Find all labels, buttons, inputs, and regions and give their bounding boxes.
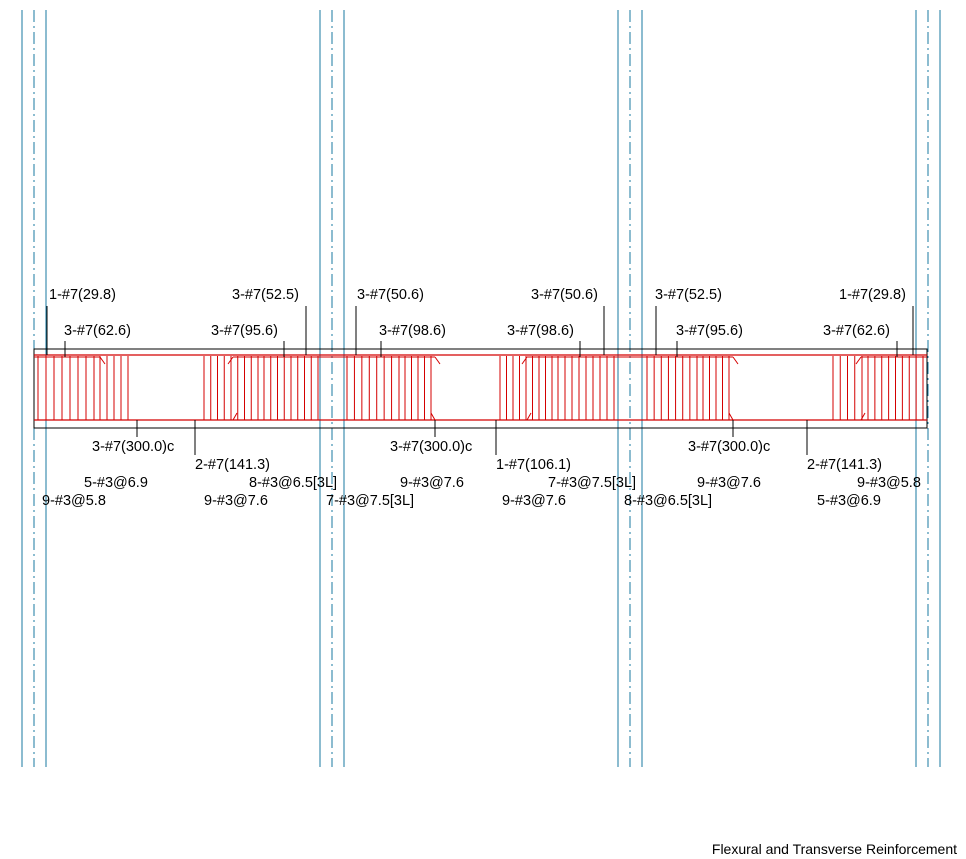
stirrup-label-row1-5: 9-#3@7.6 [697,475,761,491]
drawing-title: Flexural and Transverse Reinforcement [712,841,957,857]
bar-bend [732,356,739,365]
stirrup-label-row1-6: 9-#3@5.8 [857,475,921,491]
stirrup-label-row2-4: 9-#3@7.6 [502,493,566,509]
leader-lines [46,306,914,455]
bottom-extra-label-3: 2-#7(141.3) [807,457,882,473]
bar-bend [728,412,734,421]
bottom-extra-label-2: 1-#7(106.1) [496,457,571,473]
bar-bend [430,412,436,421]
top-bar-label-2: 3-#7(52.5) [232,287,299,303]
bar-bend [232,412,238,421]
stirrup-label-row2-1: 9-#3@5.8 [42,493,106,509]
bar-bend [526,412,532,421]
top-bar-label-5: 3-#7(52.5) [655,287,722,303]
support-bar-label-6: 3-#7(62.6) [823,323,890,339]
bar-bend [434,356,441,365]
support-bar-label-5: 3-#7(95.6) [676,323,743,339]
top-bar-label-1: 1-#7(29.8) [49,287,116,303]
support-bar-label-1: 3-#7(62.6) [64,323,131,339]
bar-bend [855,356,862,365]
rebar-layout [34,354,927,421]
column-grid-lines [21,10,941,767]
top-bar-label-4: 3-#7(50.6) [531,287,598,303]
beam-outline [33,348,928,429]
stirrup-label-row1-3: 9-#3@7.6 [400,475,464,491]
stirrup-label-row2-3: 7-#3@7.5[3L] [326,493,414,509]
support-bar-label-2: 3-#7(95.6) [211,323,278,339]
stirrup-label-row1-4: 7-#3@7.5[3L] [548,475,636,491]
bottom-bar-label-1: 3-#7(300.0)c [92,439,174,455]
stirrup-label-row1-1: 5-#3@6.9 [84,475,148,491]
stirrup-label-row2-5: 8-#3@6.5[3L] [624,493,712,509]
stirrup-label-row1-2: 8-#3@6.5[3L] [249,475,337,491]
stirrup-label-row2-6: 5-#3@6.9 [817,493,881,509]
support-bar-label-4: 3-#7(98.6) [507,323,574,339]
support-bar-label-3: 3-#7(98.6) [379,323,446,339]
bottom-bar-label-2: 3-#7(300.0)c [390,439,472,455]
stirrup-label-row2-2: 9-#3@7.6 [204,493,268,509]
top-bar-label-6: 1-#7(29.8) [839,287,906,303]
bottom-extra-label-1: 2-#7(141.3) [195,457,270,473]
bar-bend [99,356,106,365]
top-bar-label-3: 3-#7(50.6) [357,287,424,303]
bottom-bar-label-3: 3-#7(300.0)c [688,439,770,455]
